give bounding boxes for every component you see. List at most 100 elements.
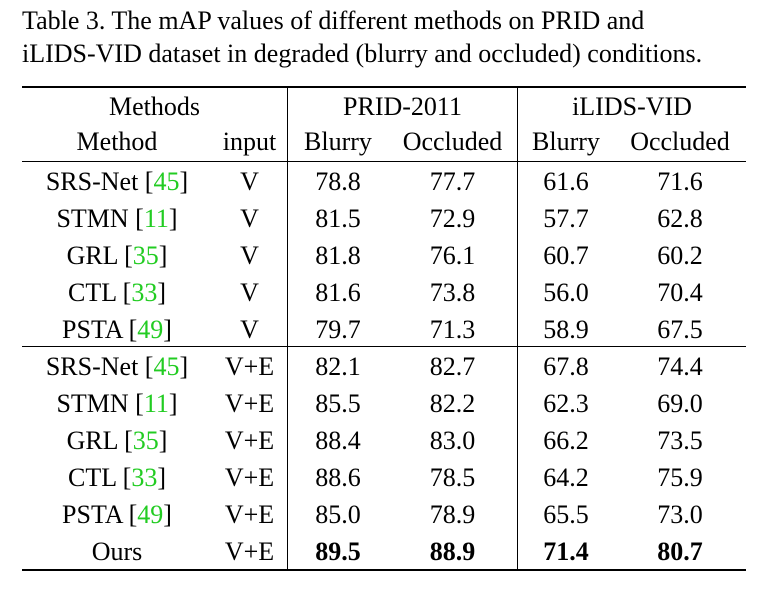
prid-occluded-cell: 71.3 xyxy=(429,315,476,344)
method-label: PSTA [ xyxy=(62,315,138,344)
prid-blurry-cell: 85.0 xyxy=(315,500,361,529)
input-cell: V xyxy=(240,167,259,196)
method-name: STMN [11] xyxy=(22,200,212,237)
input-cell: V+E xyxy=(224,352,275,381)
method-label: CTL [ xyxy=(68,278,132,307)
caption-line-1: Table 3. The mAP values of different met… xyxy=(22,6,645,35)
prid-occluded-cell: 76.1 xyxy=(429,241,476,270)
method-name: GRL [35] xyxy=(22,237,212,274)
citation-bracket: ] xyxy=(158,241,168,270)
prid-blurry-cell: 78.8 xyxy=(315,167,361,196)
citation-link[interactable]: 35 xyxy=(132,426,159,455)
prid-occluded-cell: 73.8 xyxy=(429,278,476,307)
group-separator-rule xyxy=(22,346,746,347)
method-name: GRL [35] xyxy=(22,422,212,459)
prid-occluded-cell: 77.7 xyxy=(429,167,476,196)
ilids-blurry-cell: 71.4 xyxy=(543,537,589,566)
citation-bracket: ] xyxy=(179,352,189,381)
input-cell: V+E xyxy=(224,500,275,529)
ilids-occluded-cell: 67.5 xyxy=(657,315,703,344)
method-label: GRL [ xyxy=(66,241,133,270)
method-label: PSTA [ xyxy=(62,500,138,529)
ilids-occluded-cell: 80.7 xyxy=(657,537,703,566)
citation-link[interactable]: 45 xyxy=(153,167,180,196)
ilids-occluded-cell: 74.4 xyxy=(657,352,703,381)
citation-link[interactable]: 49 xyxy=(137,500,164,529)
method-name: CTL [33] xyxy=(22,459,212,496)
method-name: PSTA [49] xyxy=(22,496,212,533)
input-cell: V xyxy=(240,278,259,307)
method-name: CTL [33] xyxy=(22,274,212,311)
header-group-row: Methods PRID-2011 iLIDS-VID xyxy=(22,88,746,125)
citation-link[interactable]: 11 xyxy=(143,389,169,418)
caption-line-2: iLIDS-VID dataset in degraded (blurry an… xyxy=(22,39,703,68)
method-name: Ours xyxy=(22,533,212,570)
method-name: SRS-Net [45] xyxy=(22,163,212,200)
citation-bracket: ] xyxy=(163,500,172,529)
table-row: PSTA [49] V+E 85.0 78.9 65.5 73.0 xyxy=(22,496,746,533)
method-label: SRS-Net [ xyxy=(45,352,154,381)
method-label: STMN [ xyxy=(56,389,144,418)
header-ilids-blurry: Blurry xyxy=(532,127,600,156)
ilids-occluded-cell: 70.4 xyxy=(657,278,703,307)
ilids-blurry-cell: 65.5 xyxy=(543,500,589,529)
top-rule xyxy=(22,86,746,88)
method-label: SRS-Net [ xyxy=(45,167,154,196)
citation-link[interactable]: 35 xyxy=(132,241,159,270)
ilids-blurry-cell: 66.2 xyxy=(543,426,589,455)
citation-link[interactable]: 49 xyxy=(137,315,164,344)
datasets-divider xyxy=(517,87,518,569)
citation-link[interactable]: 45 xyxy=(153,352,180,381)
ilids-blurry-cell: 58.9 xyxy=(543,315,589,344)
prid-blurry-cell: 89.5 xyxy=(315,537,361,566)
header-prid-2011: PRID-2011 xyxy=(343,92,462,121)
ilids-occluded-cell: 69.0 xyxy=(657,389,703,418)
ilids-blurry-cell: 64.2 xyxy=(543,463,589,492)
ilids-occluded-cell: 60.2 xyxy=(657,241,703,270)
ilids-occluded-cell: 75.9 xyxy=(657,463,703,492)
prid-blurry-cell: 81.6 xyxy=(315,278,361,307)
header-ilids-vid: iLIDS-VID xyxy=(572,92,692,121)
citation-link[interactable]: 33 xyxy=(131,463,158,492)
header-method: Method xyxy=(76,127,158,156)
prid-occluded-cell: 78.5 xyxy=(429,463,476,492)
citation-link[interactable]: 11 xyxy=(143,204,169,233)
header-rule xyxy=(22,161,746,162)
ilids-occluded-cell: 73.5 xyxy=(657,426,703,455)
prid-occluded-cell: 88.9 xyxy=(429,537,476,566)
citation-bracket: ] xyxy=(179,167,189,196)
input-cell: V xyxy=(240,204,259,233)
input-cell: V+E xyxy=(224,426,275,455)
header-ilids-occluded: Occluded xyxy=(630,127,730,156)
table-row: STMN [11] V 81.5 72.9 57.7 62.8 xyxy=(22,200,746,237)
citation-bracket: ] xyxy=(157,463,166,492)
ilids-blurry-cell: 56.0 xyxy=(543,278,589,307)
header-prid-blurry: Blurry xyxy=(304,127,372,156)
prid-blurry-cell: 81.8 xyxy=(315,241,361,270)
ilids-occluded-cell: 73.0 xyxy=(657,500,703,529)
ilids-blurry-cell: 57.7 xyxy=(543,204,589,233)
ilids-occluded-cell: 62.8 xyxy=(657,204,703,233)
citation-bracket: ] xyxy=(158,426,168,455)
method-label: STMN [ xyxy=(56,204,144,233)
input-cell: V xyxy=(240,241,259,270)
table-row: PSTA [49] V 79.7 71.3 58.9 67.5 xyxy=(22,311,746,348)
header-input: input xyxy=(222,127,277,156)
ilids-blurry-cell: 60.7 xyxy=(543,241,589,270)
input-cell: V+E xyxy=(224,389,275,418)
prid-blurry-cell: 88.6 xyxy=(315,463,361,492)
header-methods: Methods xyxy=(109,92,200,121)
method-name: STMN [11] xyxy=(22,385,212,422)
method-label: Ours xyxy=(91,537,143,566)
table-row: STMN [11] V+E 85.5 82.2 62.3 69.0 xyxy=(22,385,746,422)
header-column-row: Method input Blurry Occluded Blurry Occl… xyxy=(22,123,746,160)
table-row: GRL [35] V+E 88.4 83.0 66.2 73.5 xyxy=(22,422,746,459)
method-label: GRL [ xyxy=(66,426,133,455)
citation-bracket: ] xyxy=(157,278,166,307)
methods-divider xyxy=(287,87,288,569)
table-row: CTL [33] V 81.6 73.8 56.0 70.4 xyxy=(22,274,746,311)
citation-link[interactable]: 33 xyxy=(131,278,158,307)
method-label: CTL [ xyxy=(68,463,132,492)
table-row: Ours V+E 89.5 88.9 71.4 80.7 xyxy=(22,533,746,570)
input-cell: V xyxy=(240,315,259,344)
